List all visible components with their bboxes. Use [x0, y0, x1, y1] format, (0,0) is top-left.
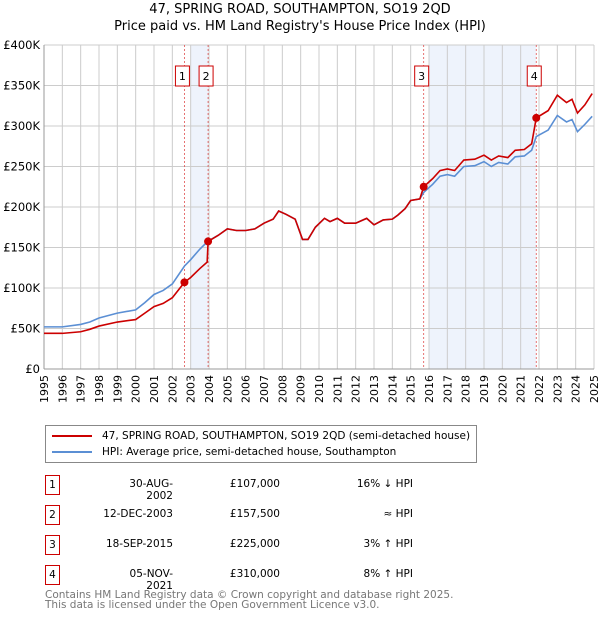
sale-price: £225,000	[229, 538, 280, 550]
property-price-line	[44, 93, 593, 335]
y-tick-label: £200K	[3, 200, 40, 214]
x-tick-label: 1997	[75, 375, 88, 403]
sale-row: 4 05-NOV-2021 £310,000 8% ↑ HPI	[45, 565, 445, 592]
sale-price: £107,000	[229, 478, 280, 490]
x-tick-label: 2001	[148, 375, 161, 403]
y-tick-label: £50K	[11, 322, 41, 336]
sale-marker-box	[174, 65, 190, 87]
sale-marker-label: 1	[179, 70, 186, 83]
x-tick-label: 2010	[313, 375, 326, 403]
y-tick-label: £300K	[3, 119, 40, 133]
chart-title: 47, SPRING ROAD, SOUTHAMPTON, SO19 2QD	[149, 2, 451, 17]
sale-hpi-relation: ≈ HPI	[383, 508, 413, 520]
x-tick-label: 2012	[350, 375, 363, 403]
sale-price: £310,000	[229, 568, 280, 580]
sale-hpi-relation: 8% ↑ HPI	[363, 568, 413, 580]
x-tick-label: 2020	[496, 375, 509, 403]
sale-date: 30-AUG-2002	[129, 478, 173, 502]
sale-marker-label: 4	[531, 70, 538, 83]
sale-row: 3 18-SEP-2015 £225,000 3% ↑ HPI	[45, 535, 445, 555]
x-tick-label: 2017	[441, 375, 454, 403]
x-tick-label: 1995	[38, 375, 51, 403]
sale-number: 2	[45, 505, 60, 525]
y-tick-label: £400K	[3, 38, 40, 52]
footer: Contains HM Land Registry data © Crown c…	[45, 589, 454, 611]
y-tick-label: £350K	[3, 79, 40, 93]
sale-marker-label: 3	[418, 70, 425, 83]
x-tick-label: 2005	[221, 375, 234, 403]
x-tick-label: 1998	[93, 375, 106, 403]
x-tick-label: 2014	[386, 375, 399, 403]
x-tick-label: 2023	[551, 375, 564, 403]
sale-row: 1 30-AUG-2002 £107,000 16% ↓ HPI	[45, 475, 445, 502]
sale-point-marker	[419, 182, 428, 191]
sale-marker-box	[198, 65, 214, 87]
footer-line-2: This data is licensed under the Open Gov…	[45, 599, 380, 611]
footer-line-1: Contains HM Land Registry data © Crown c…	[45, 589, 454, 601]
x-tick-label: 2013	[368, 375, 381, 403]
y-tick-label: £250K	[3, 160, 40, 174]
sale-hpi-relation: 3% ↑ HPI	[363, 538, 413, 550]
sale-point-marker	[204, 237, 213, 246]
x-tick-label: 2021	[515, 375, 528, 403]
sale-number: 3	[45, 535, 60, 555]
sale-row: 2 12-DEC-2003 £157,500 ≈ HPI	[45, 505, 445, 525]
sale-date: 05-NOV-2021	[129, 568, 173, 592]
x-tick-label: 1999	[111, 375, 124, 403]
sale-marker-box	[526, 65, 542, 87]
sale-point-marker	[180, 278, 189, 287]
x-tick-label: 2016	[423, 375, 436, 403]
sale-point-marker	[532, 113, 541, 122]
x-tick-label: 2019	[478, 375, 491, 403]
legend-swatch-property	[52, 435, 92, 437]
x-tick-label: 1996	[56, 375, 69, 403]
sale-price: £157,500	[229, 508, 280, 520]
y-tick-label: £100K	[3, 281, 40, 295]
x-tick-label: 2025	[588, 375, 600, 403]
x-tick-label: 2004	[203, 375, 216, 403]
sale-hpi-relation: 16% ↓ HPI	[356, 478, 413, 490]
x-tick-label: 2015	[405, 375, 418, 403]
sale-marker-box	[414, 65, 430, 87]
legend: 47, SPRING ROAD, SOUTHAMPTON, SO19 2QD (…	[45, 425, 477, 463]
sale-date: 18-SEP-2015	[105, 538, 173, 550]
legend-label-property: 47, SPRING ROAD, SOUTHAMPTON, SO19 2QD (…	[102, 430, 471, 442]
y-tick-label: £0	[25, 362, 40, 376]
x-tick-label: 2003	[185, 375, 198, 403]
x-tick-label: 2008	[276, 375, 289, 403]
chart-plot: 1995 1996 1997 1998 1999 2000 2001 2002 2003 2004…	[3, 38, 600, 403]
sale-number: 4	[45, 565, 60, 585]
x-tick-label: 2009	[295, 375, 308, 403]
sale-marker-label: 2	[203, 70, 210, 83]
x-tick-label: 2018	[460, 375, 473, 403]
x-tick-label: 2024	[570, 375, 583, 403]
legend-swatch-hpi	[52, 451, 92, 453]
sale-number: 1	[45, 475, 60, 495]
x-tick-label: 2000	[130, 375, 143, 403]
x-tick-label: 2011	[331, 375, 344, 403]
legend-label-hpi: HPI: Average price, semi-detached house,…	[102, 446, 397, 458]
sale-date: 12-DEC-2003	[103, 508, 173, 520]
x-tick-label: 2006	[240, 375, 253, 403]
x-tick-label: 2007	[258, 375, 271, 403]
chart-subtitle: Price paid vs. HM Land Registry's House …	[114, 19, 486, 34]
y-tick-label: £150K	[3, 241, 40, 255]
x-tick-label: 2022	[533, 375, 546, 403]
x-tick-label: 2002	[166, 375, 179, 403]
